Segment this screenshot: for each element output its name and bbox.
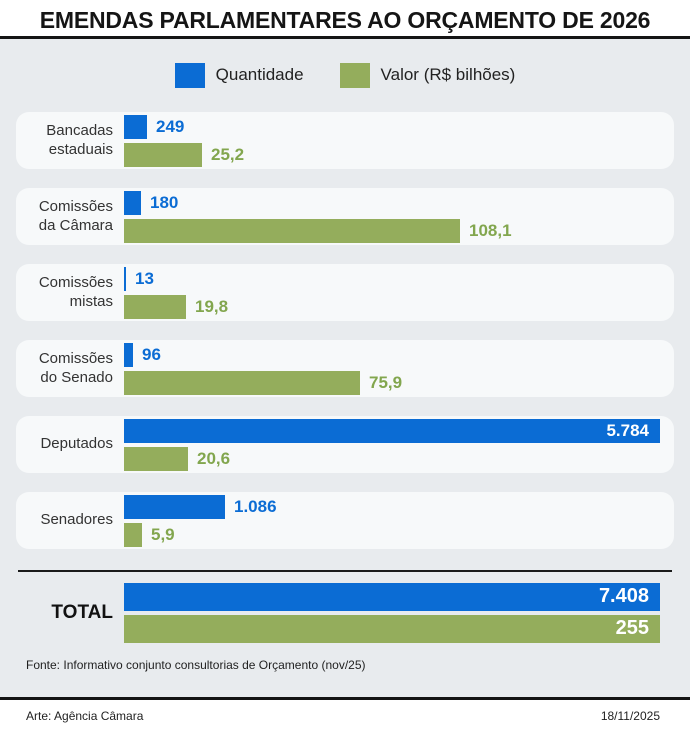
quantidade-bar (124, 342, 133, 367)
legend-swatch-quantidade-icon (174, 62, 205, 88)
quantidade-bar (124, 494, 225, 519)
valor-value: 19,8 (195, 296, 229, 316)
valor-bar: 255 (124, 614, 660, 643)
page-title: EMENDAS PARLAMENTARES AO ORÇAMENTO DE 20… (39, 6, 651, 33)
quantidade-bar (124, 190, 141, 215)
quantidade-bar: 5.784 (124, 418, 660, 443)
credits-bar: Arte: Agência Câmara 18/11/2025 (0, 700, 690, 731)
valor-bar (124, 294, 186, 319)
title-divider (0, 36, 690, 39)
category-label: Bancadas estaduais (46, 121, 113, 158)
quantidade-value: 96 (142, 344, 161, 364)
quantidade-bar (124, 114, 147, 139)
quantidade-value: 5.784 (606, 420, 649, 440)
quantidade-value: 13 (135, 268, 154, 288)
chart-area: Quantidade Valor (R$ bilhões) Bancadas e… (0, 39, 690, 697)
category-card: Comissões mistas 13 19,8 (16, 264, 674, 321)
quantidade-bar: 7.408 (124, 582, 660, 611)
category-label: Deputados (40, 435, 113, 453)
category-label: Comissões mistas (38, 273, 113, 310)
valor-value: 108,1 (469, 220, 512, 240)
category-card: Comissões do Senado 96 75,9 (16, 340, 674, 397)
quantidade-value: 7.408 (598, 585, 649, 607)
category-label: Comissões da Câmara (38, 197, 113, 234)
chart-legend: Quantidade Valor (R$ bilhões) (0, 60, 690, 90)
bar-rows: Bancadas estaduais 249 25,2 Comissões da… (16, 112, 674, 549)
credit-date: 18/11/2025 (600, 708, 660, 723)
valor-value: 20,6 (197, 448, 231, 468)
legend-swatch-valor-icon (339, 62, 370, 88)
valor-value: 255 (615, 617, 649, 639)
bottom-divider (0, 697, 690, 700)
valor-value: 5,9 (151, 524, 175, 544)
legend-label-valor: Valor (R$ bilhões) (380, 65, 516, 84)
category-card: Senadores 1.086 5,9 (16, 492, 674, 549)
valor-value: 75,9 (369, 372, 403, 392)
valor-bar (124, 446, 188, 471)
total-divider (18, 570, 672, 572)
valor-bar (124, 218, 460, 243)
valor-value: 25,2 (211, 144, 245, 164)
quantidade-bar (124, 266, 126, 291)
legend-item-quantidade: Quantidade (174, 62, 304, 88)
category-card: Comissões da Câmara 180 108,1 (16, 188, 674, 245)
quantidade-value: 249 (156, 116, 185, 136)
valor-bar (124, 370, 360, 395)
category-label: Senadores (40, 511, 113, 529)
source-note: Fonte: Informativo conjunto consultorias… (26, 658, 366, 672)
legend-label-quantidade: Quantidade (215, 65, 304, 84)
total-row: TOTAL 7.408 255 (16, 582, 674, 643)
credit-author: Arte: Agência Câmara (26, 708, 144, 723)
category-label: TOTAL (51, 601, 113, 623)
category-card: Bancadas estaduais 249 25,2 (16, 112, 674, 169)
legend-item-valor: Valor (R$ bilhões) (339, 62, 516, 88)
category-label: Comissões do Senado (38, 349, 113, 386)
valor-bar (124, 142, 202, 167)
valor-bar (124, 522, 142, 547)
quantidade-value: 1.086 (234, 496, 277, 516)
quantidade-value: 180 (150, 192, 179, 212)
category-card: TOTAL 7.408 255 (16, 582, 674, 643)
category-card: Deputados 5.784 20,6 (16, 416, 674, 473)
header: EMENDAS PARLAMENTARES AO ORÇAMENTO DE 20… (0, 0, 690, 36)
